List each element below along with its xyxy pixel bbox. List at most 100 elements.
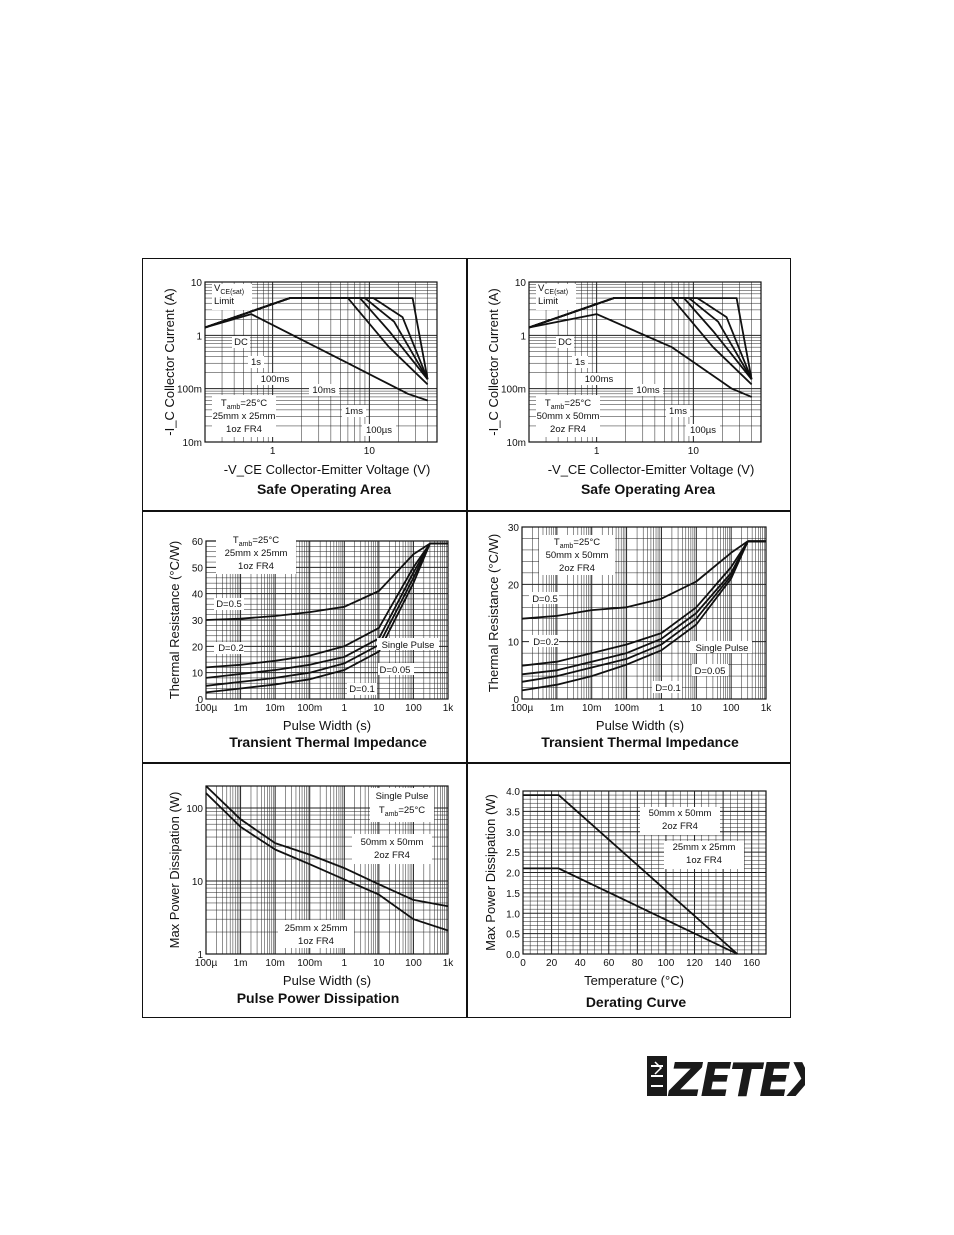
- y-tick-label: 0: [513, 695, 519, 706]
- dc-label-box: [556, 336, 574, 348]
- y-tick-label: 60: [192, 537, 204, 548]
- chart-title: Transient Thermal Impedance: [541, 734, 739, 750]
- chart-title: Safe Operating Area: [581, 481, 715, 497]
- d01-label: D=0.1: [349, 684, 375, 695]
- y-tick-label: 1: [196, 331, 202, 342]
- x-tick-label: 100: [723, 703, 740, 714]
- condition-copper: 2oz FR4: [559, 563, 595, 574]
- condition-copper: 2oz FR4: [550, 424, 586, 435]
- d02-label: D=0.2: [533, 637, 559, 648]
- d005-label: D=0.05: [380, 665, 411, 676]
- single-pulse-label: Single Pulse: [376, 791, 429, 802]
- 100ms-label-box: [581, 373, 617, 385]
- x-tick-label: 100m: [614, 703, 639, 714]
- y-tick-label: 1.0: [506, 909, 520, 920]
- series-line-1: [528, 313, 752, 398]
- 100us-label: 100µs: [690, 425, 716, 436]
- pulse-power-dissipation-chart: 100µ 1m 10m 100m 1 10 100 1k 1 10 100 Pulse Width (…: [167, 785, 455, 1006]
- 100ms-label-box: [257, 373, 293, 385]
- x-tick-label: 40: [575, 958, 587, 969]
- x-tick-label: 10: [373, 958, 385, 969]
- x-tick-label: 1: [342, 958, 348, 969]
- x-tick-label: 1m: [234, 703, 248, 714]
- d02-label-box: [214, 642, 244, 654]
- 1s-label-box: [248, 356, 264, 368]
- y-tick-label: 10: [508, 638, 520, 649]
- chart-title: Safe Operating Area: [257, 481, 391, 497]
- y-tick-label: 3.5: [506, 807, 520, 818]
- single-pulse-label: Single Pulse: [696, 643, 749, 654]
- series-line-1: [523, 794, 738, 955]
- series-line-5: [521, 540, 766, 692]
- plot-frame: [205, 785, 449, 955]
- series-line-2: [205, 792, 449, 932]
- condition-box: [216, 534, 296, 574]
- x-tick-label: 100µ: [511, 703, 534, 714]
- 100us-label-box: [686, 424, 720, 436]
- single-pulse-label: Single Pulse: [382, 640, 435, 651]
- plot-frame: [204, 281, 438, 443]
- y-tick-label: 1.5: [506, 889, 520, 900]
- y-tick-label: 100m: [501, 385, 526, 396]
- x-axis-label: Pulse Width (s): [596, 718, 684, 733]
- x-axis-label: -V_CE Collector-Emitter Voltage (V): [548, 462, 755, 477]
- safe-operating-area-chart-1: 1 10 10m 100m 1 10 -V_CE Collector-Emitter Vol…: [162, 278, 438, 497]
- 100us-label-box: [362, 424, 396, 436]
- x-tick-label: 1k: [761, 703, 773, 714]
- y-tick-label: 3.0: [506, 828, 520, 839]
- condition-board: 25mm x 25mm: [225, 548, 288, 559]
- chart-title: Transient Thermal Impedance: [229, 734, 427, 750]
- series-b-copper-label: 1oz FR4: [686, 855, 722, 866]
- 1s-label: 1s: [251, 357, 261, 368]
- zetex-logo: ZETEX: [647, 1053, 805, 1102]
- d02-label-box: [529, 635, 559, 647]
- y-tick-label: 30: [192, 616, 204, 627]
- series-group: [528, 297, 753, 398]
- dc-label: DC: [558, 337, 572, 348]
- derating-curve-chart: 0 20 40 60 80 100 120 140 160 0.0 0.5 1.0 1.5 2.0 2.5 3…: [483, 787, 767, 1010]
- series-a-copper-label: 2oz FR4: [374, 850, 410, 861]
- condition-temp: Tamb=25°C: [221, 398, 267, 411]
- condition-box: [370, 788, 434, 822]
- condition-copper: 1oz FR4: [226, 424, 262, 435]
- series-a-board-label: 50mm x 50mm: [361, 837, 424, 848]
- panel-divider-vertical: [466, 259, 468, 1017]
- 10ms-label-box: [633, 384, 663, 396]
- x-axis-label: Temperature (°C): [584, 973, 684, 988]
- chart-title: Pulse Power Dissipation: [237, 990, 400, 1006]
- y-tick-label: 10: [192, 669, 204, 680]
- transient-thermal-impedance-chart-1: 100µ 1m 10m 100m 1 10 100 1k 0 10 20 30 40 50 60 Pulse …: [167, 534, 454, 750]
- d005-label: D=0.05: [695, 666, 726, 677]
- x-tick-label: 1k: [443, 958, 455, 969]
- x-tick-label: 100µ: [195, 703, 218, 714]
- x-tick-label: 100m: [297, 958, 322, 969]
- zetex-logo-text: ZETEX: [667, 1053, 805, 1102]
- vce-limit-label-box: [536, 284, 576, 310]
- series-group: [205, 785, 449, 932]
- limit-label: Limit: [214, 296, 234, 307]
- condition-note: Tamb=25°C: [379, 805, 425, 818]
- y-axis-label: Thermal Resistance (°C/W): [167, 541, 182, 699]
- y-tick-label: 0: [197, 695, 203, 706]
- x-tick-label: 100µ: [195, 958, 218, 969]
- condition-board: 25mm x 25mm: [213, 411, 276, 422]
- d02-label: D=0.2: [218, 643, 244, 654]
- d05-label-box: [214, 598, 244, 610]
- x-tick-label: 140: [715, 958, 732, 969]
- x-tick-label: 10: [691, 703, 703, 714]
- y-tick-label: 100m: [177, 385, 202, 396]
- series-a-label-box: [352, 834, 432, 864]
- datasheet-chart-panel: [142, 258, 791, 1018]
- y-axis-label: Thermal Resistance (°C/W): [486, 534, 501, 692]
- panel-divider-horizontal-2: [143, 762, 790, 764]
- d05-label-box: [529, 592, 559, 604]
- series-line-1: [205, 785, 449, 908]
- condition-board: 50mm x 50mm: [537, 411, 600, 422]
- vce-limit-label-box: [212, 284, 252, 310]
- series-group: [521, 540, 766, 692]
- y-tick-label: 30: [508, 523, 520, 534]
- vce-sat-label: VCE(sat): [538, 283, 568, 296]
- d01-label-box: [652, 681, 682, 693]
- d05-label: D=0.5: [216, 599, 242, 610]
- series-b-copper-label: 1oz FR4: [298, 936, 334, 947]
